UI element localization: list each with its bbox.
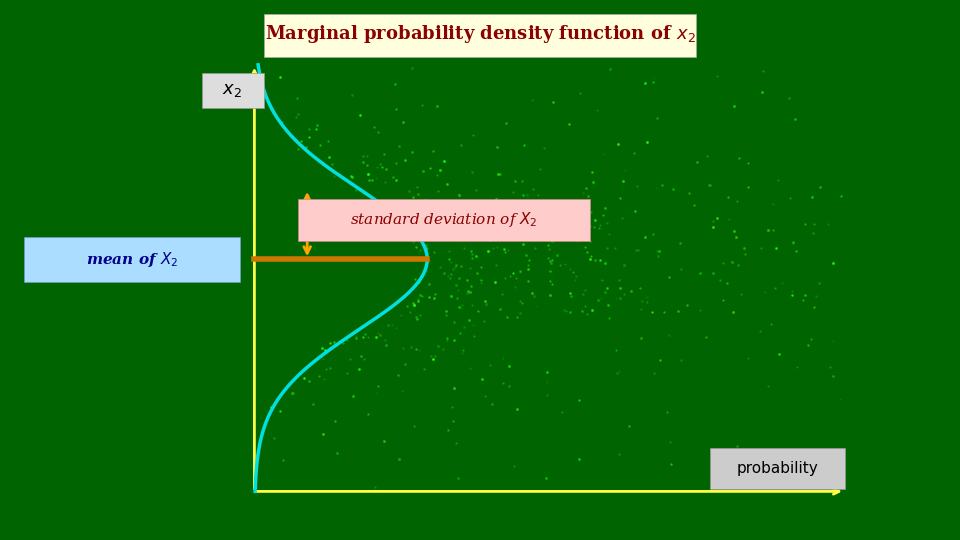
FancyBboxPatch shape [298,199,590,241]
FancyBboxPatch shape [264,14,696,57]
Text: $\mathit{x}_2$: $\mathit{x}_2$ [223,81,242,99]
FancyBboxPatch shape [710,448,845,489]
Text: standard deviation of $\mathit{X}_2$: standard deviation of $\mathit{X}_2$ [350,210,538,230]
FancyBboxPatch shape [202,73,264,108]
Text: mean of $\mathit{X}_2$: mean of $\mathit{X}_2$ [85,249,179,269]
Text: Marginal probability density function of $\mathit{x}_2$: Marginal probability density function of… [265,23,695,45]
Text: probability: probability [736,461,819,476]
FancyBboxPatch shape [24,237,240,282]
